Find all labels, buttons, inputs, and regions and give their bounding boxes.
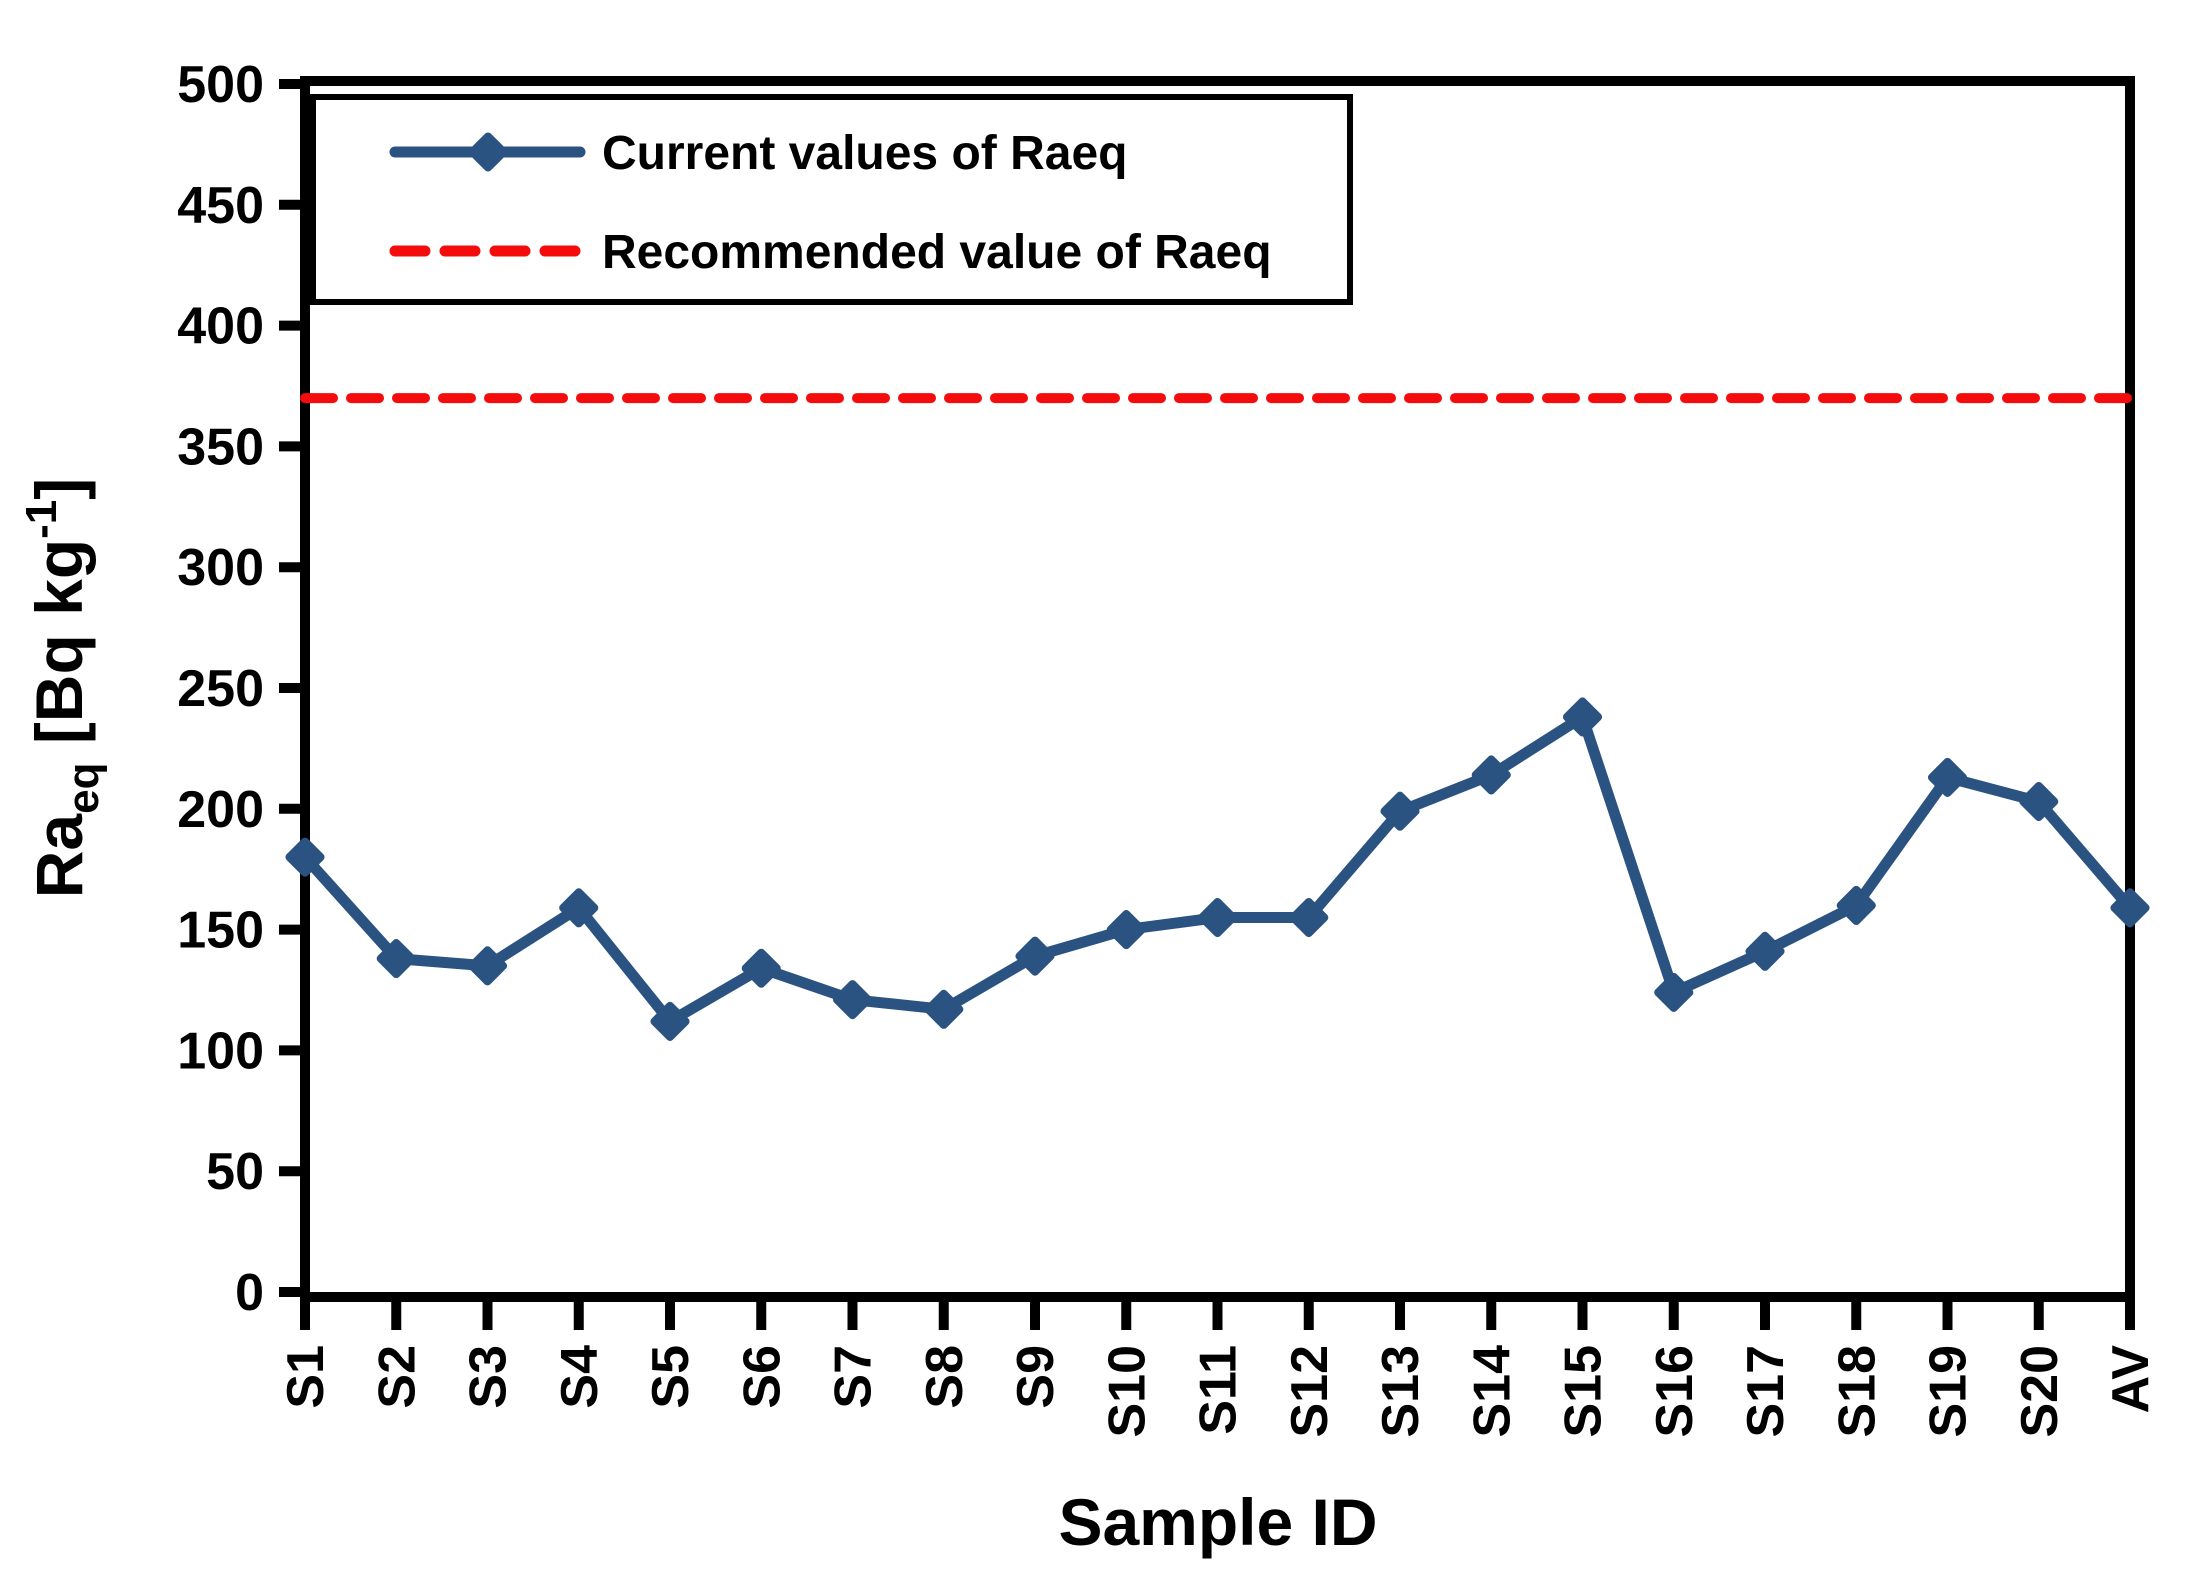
x-axis-tick-label: S9 — [1007, 1345, 1065, 1409]
x-axis-tick-label: S4 — [551, 1345, 609, 1409]
current-values-line — [299, 711, 2136, 1027]
current-values-series-group — [285, 697, 2150, 1041]
y-axis-ticks — [279, 79, 303, 1297]
data-point-marker — [1745, 931, 1785, 971]
data-point-marker — [1197, 897, 1238, 938]
x-axis-tick-label: S2 — [368, 1345, 426, 1409]
x-axis-tick-label: S1 — [277, 1345, 335, 1409]
data-point-marker — [1289, 897, 1329, 938]
data-point-marker — [2110, 888, 2150, 928]
data-point-marker — [2019, 781, 2059, 822]
data-point-marker — [1562, 697, 1603, 737]
x-axis-tick-label: S20 — [2011, 1345, 2069, 1438]
y-axis-tick-label: 350 — [177, 418, 264, 476]
data-point-marker — [1380, 791, 1420, 831]
x-axis-tick-label: S15 — [1555, 1345, 1613, 1438]
data-point-marker — [559, 888, 599, 928]
x-axis-title: Sample ID — [1058, 1485, 1377, 1559]
x-axis-tick-label: S8 — [916, 1345, 974, 1409]
data-point-marker — [376, 939, 416, 979]
x-axis-tick-label: S17 — [1737, 1345, 1795, 1438]
data-point-marker — [467, 946, 508, 986]
data-point-marker — [1836, 885, 1876, 925]
data-point-marker — [285, 837, 325, 877]
x-axis-tick-label: S16 — [1646, 1345, 1704, 1438]
y-axis-tick-label: 500 — [177, 56, 264, 114]
x-axis-ticks — [300, 1299, 2135, 1330]
data-point-marker — [1927, 757, 1968, 797]
legend-label-current-values: Current values of Raeq — [602, 127, 1127, 180]
data-point-marker — [1015, 936, 1055, 976]
y-axis-tick-label: 250 — [177, 660, 264, 718]
y-axis-tick-labels: 0 50 100 150 200 250 300 350 400 450 500 — [177, 56, 264, 1322]
y-axis-tick-label: 400 — [177, 298, 264, 356]
data-point-marker — [650, 1001, 690, 1041]
data-point-marker — [1654, 972, 1694, 1012]
y-axis-tick-label: 300 — [177, 539, 264, 597]
y-axis-tick-label: 0 — [235, 1264, 264, 1322]
x-axis-tick-label: S5 — [642, 1345, 700, 1409]
x-axis-tick-label: S13 — [1372, 1345, 1430, 1438]
y-axis-tick-label: 50 — [206, 1143, 264, 1201]
x-axis-tick-label: S11 — [1190, 1345, 1248, 1435]
data-point-marker — [924, 989, 964, 1029]
legend: Current values of Raeq Recommended value… — [310, 94, 1353, 305]
y-axis-title: Raeq [Bq kg-1] — [17, 478, 108, 899]
y-axis-tick-label: 150 — [177, 902, 264, 960]
x-axis-tick-label: S10 — [1098, 1345, 1156, 1438]
data-point-marker — [1106, 910, 1146, 950]
plot-frame — [300, 76, 2135, 1302]
x-axis-tick-label: AV — [2102, 1345, 2160, 1414]
x-axis-tick-label: S12 — [1281, 1345, 1339, 1438]
y-axis-tick-label: 100 — [177, 1022, 264, 1080]
x-axis-tick-label: S6 — [733, 1345, 791, 1409]
y-axis-tick-label: 200 — [177, 781, 264, 839]
x-axis-tick-label: S19 — [1920, 1345, 1978, 1438]
x-axis-tick-label: S3 — [460, 1345, 518, 1409]
x-axis-tick-label: S7 — [825, 1345, 883, 1409]
data-point-marker — [832, 980, 873, 1020]
legend-label-recommended-value: Recommended value of Raeq — [602, 226, 1272, 279]
legend-diamond-marker-icon — [468, 132, 508, 172]
x-axis-tick-labels: S1 S2 S3 S4 S5 S6 S7 S8 S9 S10 S11 S12 S13 S14 S15 S16 S… — [277, 1345, 2160, 1438]
x-axis-tick-label: S18 — [1828, 1345, 1886, 1438]
data-point-marker — [1471, 755, 1511, 795]
legend-box — [310, 94, 1353, 305]
y-axis-tick-label: 450 — [177, 177, 264, 235]
data-point-marker — [741, 948, 781, 988]
x-axis-tick-label: S14 — [1463, 1345, 1521, 1438]
